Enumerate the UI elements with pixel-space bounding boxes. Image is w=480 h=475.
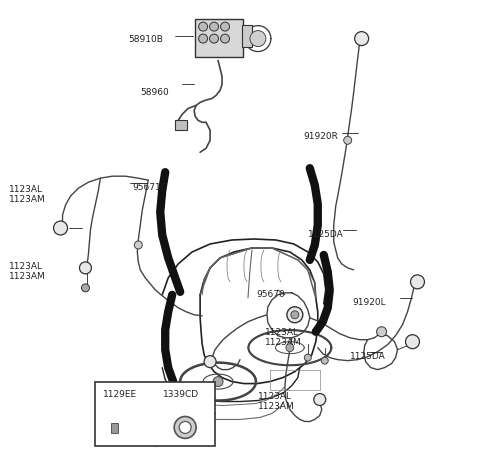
Circle shape — [406, 335, 420, 349]
Bar — [195, 19, 243, 57]
Text: 91920L: 91920L — [353, 298, 386, 307]
Circle shape — [287, 307, 303, 323]
Text: 1123AL: 1123AL — [258, 391, 292, 400]
Circle shape — [355, 32, 369, 46]
Text: 58960: 58960 — [140, 88, 169, 97]
Text: 1125DA: 1125DA — [349, 352, 385, 361]
Circle shape — [54, 221, 68, 235]
Text: 58910B: 58910B — [128, 35, 163, 44]
Circle shape — [250, 30, 266, 47]
Circle shape — [134, 241, 142, 249]
Circle shape — [80, 262, 91, 274]
Text: 1123AM: 1123AM — [9, 272, 46, 281]
Text: 91920R: 91920R — [304, 133, 339, 141]
Text: 1125DA: 1125DA — [308, 230, 344, 239]
Circle shape — [199, 34, 207, 43]
Bar — [96, 381, 215, 446]
Circle shape — [410, 275, 424, 289]
Circle shape — [213, 377, 223, 387]
Circle shape — [179, 421, 191, 433]
Bar — [111, 423, 119, 433]
Circle shape — [220, 34, 229, 43]
Circle shape — [82, 284, 89, 292]
Circle shape — [344, 136, 352, 144]
Text: 1129EE: 1129EE — [103, 390, 138, 399]
Circle shape — [210, 34, 218, 43]
Circle shape — [321, 357, 328, 364]
Text: 1339CD: 1339CD — [163, 390, 199, 399]
Text: 1123AL: 1123AL — [265, 328, 299, 337]
Circle shape — [314, 394, 326, 406]
Circle shape — [304, 354, 312, 361]
Text: 1123AL: 1123AL — [9, 185, 43, 194]
Text: 95671C: 95671C — [132, 183, 168, 192]
Text: 1123AM: 1123AM — [265, 338, 301, 347]
Text: 1123AM: 1123AM — [258, 401, 295, 410]
Circle shape — [286, 344, 294, 352]
Circle shape — [199, 22, 207, 31]
Text: 95670: 95670 — [256, 290, 285, 299]
Circle shape — [204, 356, 216, 368]
Text: 1123AM: 1123AM — [9, 195, 46, 204]
Circle shape — [377, 327, 386, 337]
Circle shape — [210, 22, 218, 31]
Circle shape — [220, 22, 229, 31]
Bar — [242, 25, 252, 47]
Text: 1123AL: 1123AL — [9, 262, 43, 271]
Bar — [175, 120, 187, 130]
Circle shape — [174, 417, 196, 438]
Circle shape — [291, 311, 299, 319]
